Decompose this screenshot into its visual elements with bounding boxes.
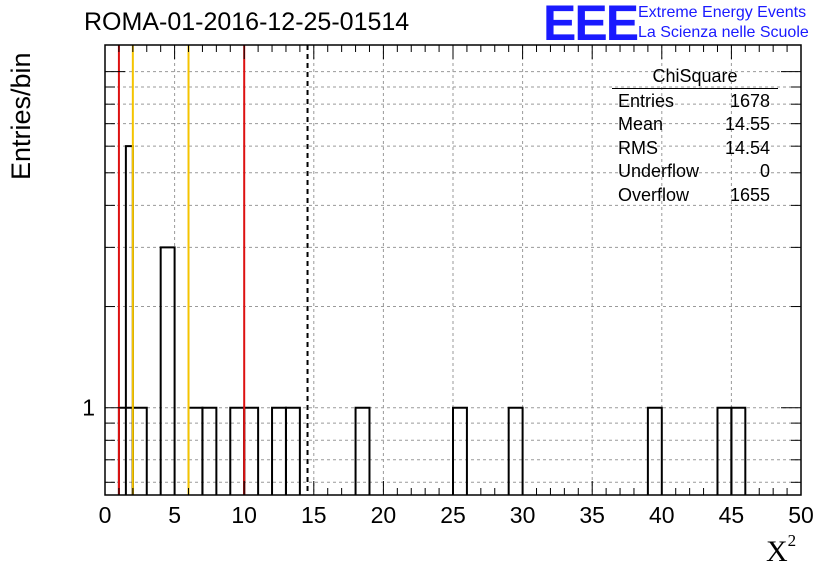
histogram-bin	[452, 406, 468, 495]
stats-label: RMS	[618, 137, 658, 158]
stats-value: 14.55	[724, 114, 770, 135]
y-axis-label: Entries/bin	[6, 52, 36, 180]
stats-row-entries: Entries 1678	[612, 90, 778, 113]
stats-row-rms: RMS 14.54	[612, 137, 778, 160]
x-tick-label: 10	[231, 502, 257, 528]
histogram-bin	[124, 145, 134, 495]
y-tick-label: 1	[82, 395, 95, 421]
x-tick-label: 15	[301, 502, 327, 528]
stats-value: 0	[759, 161, 770, 182]
histogram-bin	[284, 406, 301, 495]
logo-line-1: Extreme Energy Events	[638, 4, 807, 21]
x-tick-label: 40	[649, 502, 675, 528]
stats-value: 14.54	[724, 137, 770, 158]
stats-label: Overflow	[618, 184, 690, 205]
logo-line-2: La Scienza nelle Scuole	[638, 24, 809, 41]
x-tick-label: 50	[788, 502, 814, 528]
x-tick-label: 20	[371, 502, 397, 528]
x-tick-label: 45	[719, 502, 745, 528]
x-tick-label: 35	[579, 502, 605, 528]
stats-value: 1678	[729, 91, 770, 111]
x-axis-label: X2	[766, 531, 797, 568]
x-tick-label: 5	[168, 502, 181, 528]
stats-row-underflow: Underflow 0	[612, 160, 778, 183]
stats-label: Entries	[618, 91, 675, 111]
run-title: ROMA-01-2016-12-25-01514	[84, 8, 410, 36]
histogram-bin	[507, 406, 524, 495]
x-tick-label: 25	[440, 502, 466, 528]
histogram-bin	[646, 406, 663, 495]
stats-title: ChiSquare	[612, 66, 778, 89]
stats-box: ChiSquare Entries 1678 Mean 14.55 RMS 14.54 Un…	[612, 66, 778, 207]
x-tick-label: 0	[99, 502, 112, 528]
stats-row-mean: Mean 14.55	[612, 113, 778, 136]
histogram-bin	[354, 406, 371, 495]
stats-value: 1655	[729, 184, 770, 205]
stats-label: Mean	[618, 114, 664, 135]
stats-row-overflow: Overflow 1655	[612, 184, 778, 207]
histogram-bin	[730, 406, 747, 495]
histogram-bin	[201, 406, 218, 495]
histogram-bin	[131, 406, 148, 495]
histogram-bin	[159, 246, 176, 495]
x-tick-label: 30	[510, 502, 536, 528]
stats-label: Underflow	[618, 161, 700, 182]
eee-logo: EEE	[543, 0, 639, 51]
